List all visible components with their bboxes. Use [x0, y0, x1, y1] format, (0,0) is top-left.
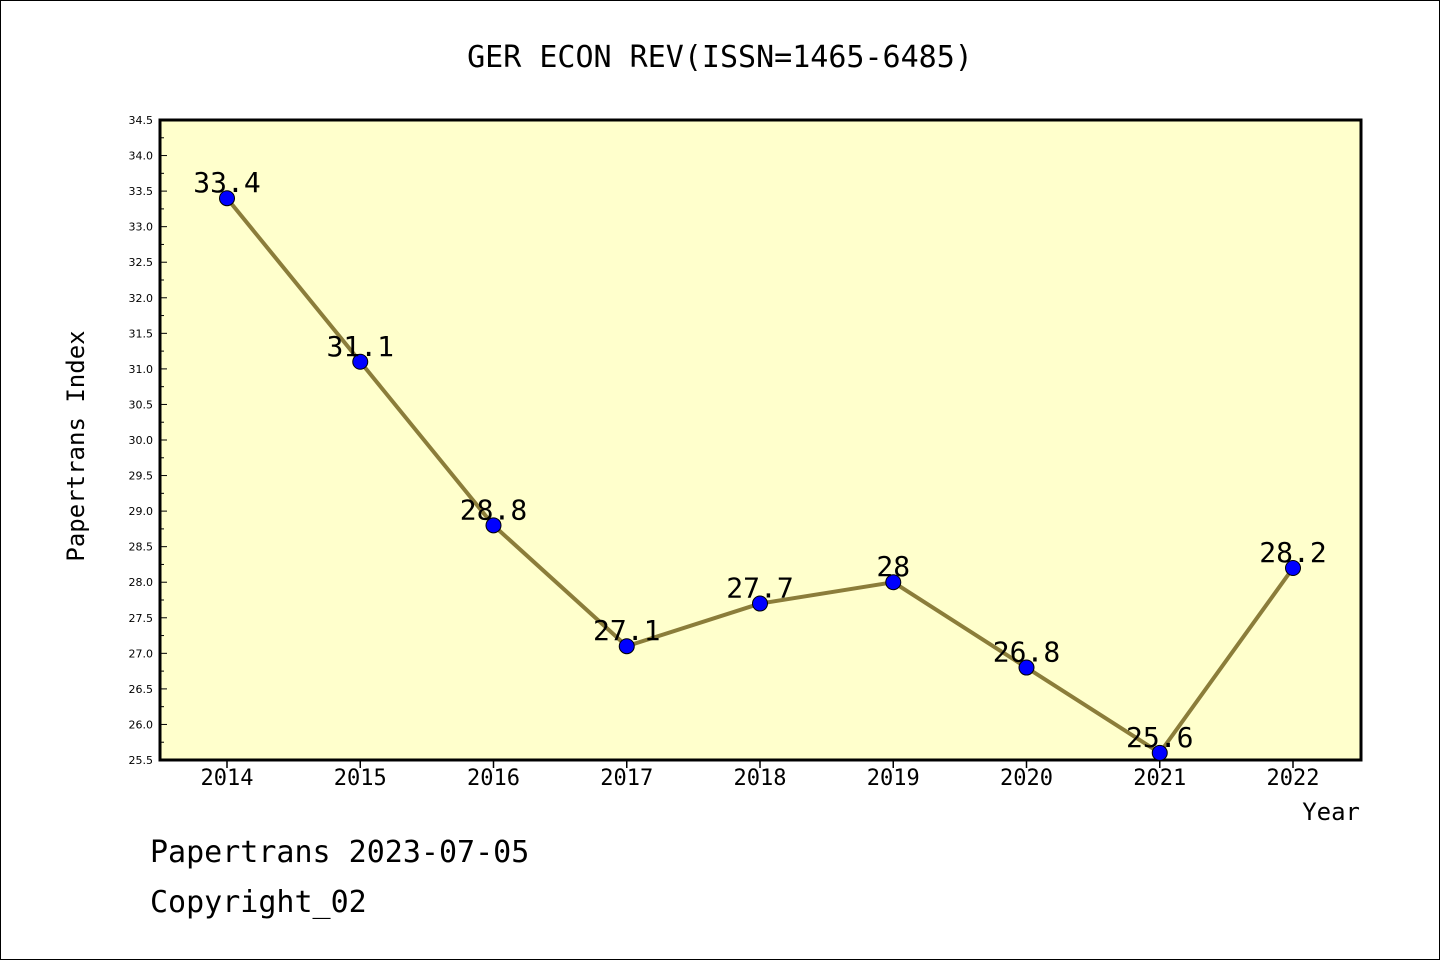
data-label: 31.1 [327, 330, 394, 363]
data-label: 33.4 [193, 166, 260, 199]
y-tick-label: 29.5 [129, 470, 154, 483]
y-tick-label: 30.0 [129, 434, 154, 447]
data-label: 26.8 [993, 636, 1060, 669]
data-point [1285, 560, 1301, 576]
y-axis: 25.5 26.0 26.5 27.0 27.5 28.0 28.5 29.0 29.5 30.0… [129, 114, 167, 767]
x-tick-label: 2020 [1000, 766, 1053, 791]
x-tick-label: 2014 [201, 766, 254, 791]
y-tick-label: 26.0 [129, 718, 154, 731]
x-axis: 2014 2015 2016 2017 2018 2019 2020 2021 2022 [201, 760, 1320, 791]
data-label: 28.2 [1259, 536, 1326, 569]
y-tick-label: 34.0 [129, 150, 154, 163]
y-tick-label: 26.5 [129, 683, 154, 696]
y-tick-label: 29.0 [129, 505, 154, 518]
x-tick-label: 2021 [1133, 766, 1186, 791]
x-tick-label: 2017 [600, 766, 653, 791]
chart-title: GER ECON REV(ISSN=1465-6485) [467, 40, 973, 75]
data-point [219, 190, 235, 207]
x-tick-label: 2022 [1267, 766, 1320, 791]
y-tick-label: 27.0 [129, 647, 154, 660]
y-tick-label: 32.0 [129, 292, 154, 305]
data-label: 28.8 [460, 493, 527, 526]
data-label: 27.1 [593, 614, 660, 647]
footer-date: Papertrans 2023-07-05 [150, 835, 530, 870]
data-point [485, 517, 502, 534]
data-point [352, 353, 369, 370]
data-point [1018, 659, 1035, 676]
y-tick-label: 32.5 [129, 256, 154, 269]
y-tick-label: 30.5 [129, 398, 154, 411]
data-point [1151, 744, 1168, 761]
y-tick-label: 31.0 [129, 363, 154, 376]
x-tick-label: 2016 [467, 766, 520, 791]
plot-area [158, 118, 1363, 762]
data-label: 28 [876, 550, 910, 583]
y-tick-label: 25.5 [129, 754, 154, 767]
data-label: 27.7 [726, 572, 793, 605]
y-axis-title: Papertrans Index [62, 330, 90, 561]
data-points [219, 190, 1301, 761]
y-tick-label: 31.5 [129, 327, 154, 340]
y-tick-label: 28.5 [129, 541, 154, 554]
data-point [752, 595, 768, 612]
y-tick-label: 33.0 [129, 221, 154, 234]
data-label: 25.6 [1126, 721, 1193, 754]
y-tick-label: 34.5 [129, 114, 154, 127]
x-axis-title: Year [1302, 798, 1360, 826]
y-tick-label: 33.5 [129, 185, 154, 198]
footer-copyright: Copyright_02 [150, 885, 367, 920]
x-tick-label: 2019 [867, 766, 920, 791]
y-tick-label: 28.0 [129, 576, 154, 589]
data-point [618, 638, 635, 655]
x-tick-label: 2018 [734, 766, 787, 791]
y-tick-label: 27.5 [129, 612, 154, 625]
x-tick-label: 2015 [334, 766, 387, 791]
data-labels: 33.4 31.1 28.8 27.1 27.7 28 26.8 25.6 28.2 [193, 166, 1326, 754]
data-point [885, 574, 902, 591]
